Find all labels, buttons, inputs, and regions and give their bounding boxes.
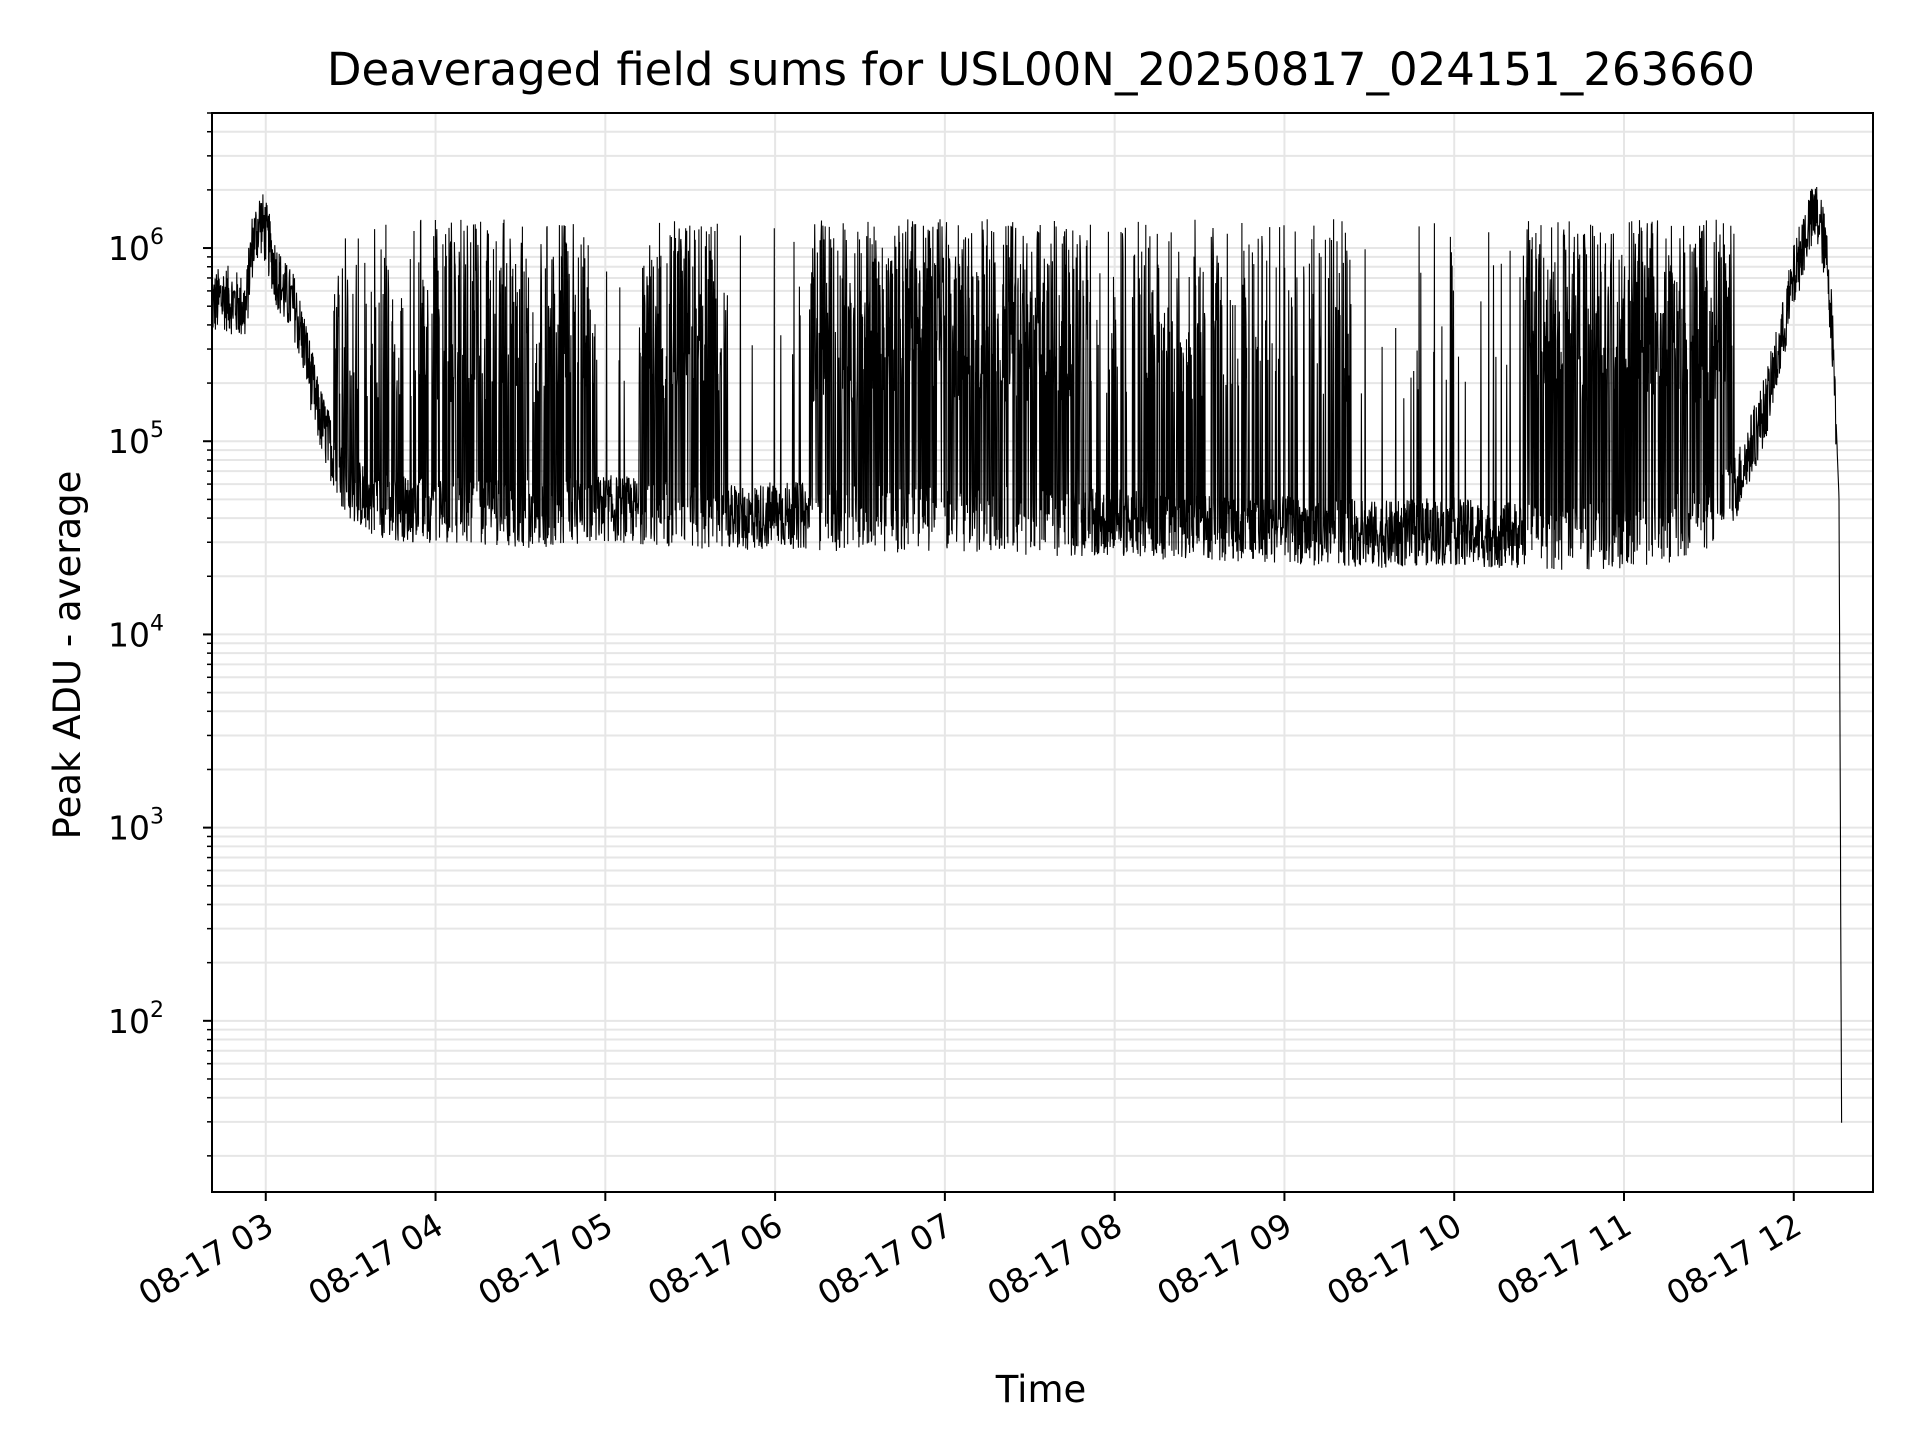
x-tick-label: 08-17 04 [302, 1205, 450, 1313]
x-tick-label: 08-17 09 [1150, 1205, 1298, 1313]
chart-title: Deaveraged field sums for USL00N_2025081… [327, 43, 1755, 96]
plot-frame [211, 112, 1874, 1193]
x-tick-label: 08-17 07 [811, 1205, 959, 1313]
series-line [212, 186, 1843, 1123]
y-tick-label: 104 [108, 611, 164, 654]
x-tick-label: 08-17 05 [471, 1205, 619, 1313]
x-tick-label: 08-17 06 [641, 1205, 789, 1313]
y-tick-label: 103 [108, 805, 164, 848]
x-tick-label: 08-17 11 [1490, 1205, 1638, 1313]
x-tick-label: 08-17 12 [1660, 1205, 1808, 1313]
x-tick-label: 08-17 10 [1320, 1205, 1468, 1313]
x-tick-label: 08-17 08 [981, 1205, 1129, 1313]
series-layer [212, 186, 1843, 1123]
y-axis-label: Peak ADU - average [46, 471, 89, 840]
y-tick-label: 105 [108, 418, 164, 461]
grid [212, 112, 1873, 1192]
x-axis-label: Time [995, 1368, 1087, 1411]
y-tick-label: 102 [108, 998, 164, 1041]
x-tick-label: 08-17 03 [132, 1205, 280, 1313]
y-tick-label: 106 [108, 225, 164, 268]
